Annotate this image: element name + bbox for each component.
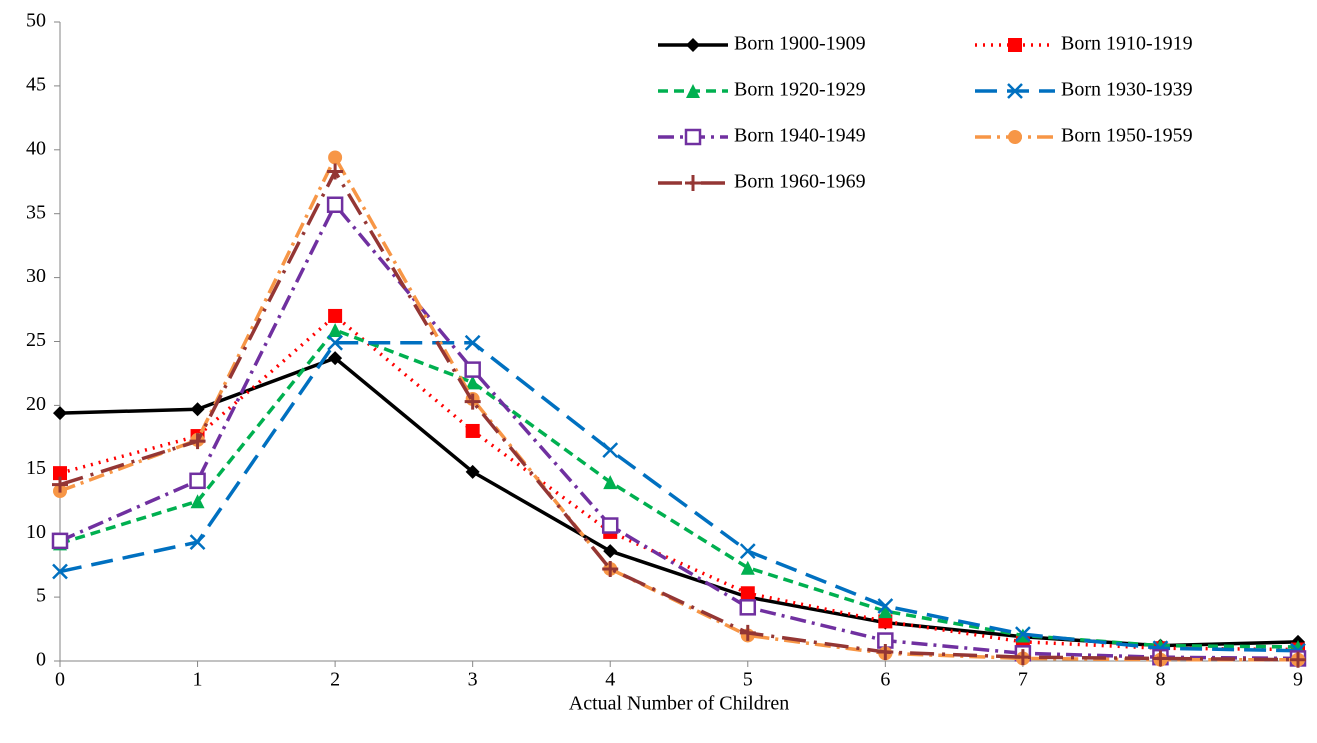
y-tick-label: 35 (26, 201, 46, 223)
legend-item: Born 1930-1939 (975, 79, 1193, 101)
x-tick-label: 8 (1155, 669, 1165, 691)
marker (464, 334, 481, 351)
y-tick-label: 0 (36, 649, 46, 671)
marker (53, 406, 67, 421)
series-line (59, 167, 1299, 662)
marker (464, 361, 481, 378)
series (53, 322, 1305, 654)
legend-label: Born 1960-1969 (734, 171, 866, 193)
legend-marker (684, 128, 702, 146)
series-line (59, 313, 1299, 652)
x-tick-label: 5 (743, 669, 753, 691)
x-axis-title: Actual Number of Children (569, 693, 790, 715)
series-line (59, 201, 1299, 661)
marker (602, 442, 619, 459)
y-tick-label: 5 (36, 585, 46, 607)
series (52, 334, 1306, 659)
marker (52, 563, 68, 580)
series (51, 196, 1307, 667)
y-tick-label: 15 (26, 457, 46, 479)
series (52, 163, 1306, 668)
x-tick-label: 3 (468, 669, 478, 691)
marker (878, 604, 893, 619)
marker (328, 351, 343, 366)
marker (190, 494, 205, 509)
x-tick-label: 6 (880, 669, 890, 691)
series-line (59, 327, 1299, 649)
legend-marker (686, 38, 700, 52)
marker (326, 196, 344, 214)
marker (740, 586, 755, 601)
marker (877, 598, 894, 614)
y-tick-label: 50 (26, 10, 46, 32)
marker (1014, 649, 1031, 666)
series (53, 150, 1305, 667)
legend-item: Born 1900-1909 (658, 33, 866, 55)
y-tick-label: 45 (26, 73, 46, 95)
marker (601, 517, 619, 534)
marker (739, 543, 756, 559)
y-tick-label: 20 (26, 393, 46, 415)
legend-label: Born 1900-1909 (734, 33, 866, 55)
marker (328, 308, 343, 323)
legend-label: Born 1910-1919 (1061, 33, 1193, 55)
legend-marker (686, 84, 700, 98)
x-tick-label: 2 (330, 669, 340, 691)
x-tick-label: 7 (1018, 669, 1028, 691)
legend-label: Born 1930-1939 (1061, 79, 1193, 101)
legend-marker (1007, 83, 1023, 99)
marker (603, 475, 618, 490)
legend-label: Born 1920-1929 (734, 79, 866, 101)
marker (1015, 626, 1031, 643)
y-tick-label: 25 (26, 329, 46, 351)
legend-item: Born 1960-1969 (658, 171, 866, 193)
y-tick-label: 10 (26, 521, 46, 543)
marker (189, 472, 206, 490)
legend-marker (1008, 130, 1022, 144)
marker (327, 334, 343, 351)
marker (464, 393, 481, 410)
marker (1290, 651, 1306, 668)
series (53, 308, 1305, 657)
legend-item: Born 1910-1919 (975, 33, 1193, 55)
marker (603, 544, 618, 559)
legend-item: Born 1940-1949 (658, 125, 866, 147)
x-tick-label: 9 (1293, 669, 1303, 691)
legend-marker (1008, 38, 1022, 52)
marker (328, 150, 343, 165)
legend-marker (685, 175, 701, 191)
marker (465, 375, 480, 390)
legend-item: Born 1920-1929 (658, 79, 866, 101)
series-line (59, 341, 1299, 653)
marker (190, 402, 205, 417)
marker (739, 599, 757, 616)
marker (327, 163, 344, 180)
legend-label: Born 1950-1959 (1061, 125, 1193, 147)
x-tick-label: 0 (55, 669, 65, 691)
marker (1152, 650, 1169, 667)
marker (51, 532, 69, 550)
x-tick-label: 1 (193, 669, 203, 691)
marker (53, 466, 67, 481)
series-line (59, 153, 1298, 662)
marker (465, 464, 480, 479)
marker (602, 560, 619, 577)
x-tick-label: 4 (605, 669, 615, 691)
y-tick-label: 30 (26, 265, 46, 287)
marker (328, 322, 343, 337)
legend-label: Born 1940-1949 (734, 125, 866, 147)
marker (877, 644, 894, 661)
marker (465, 423, 480, 438)
marker (739, 624, 756, 641)
marker (740, 560, 755, 575)
marker (189, 433, 206, 450)
marker (189, 534, 206, 551)
marker (52, 476, 68, 493)
legend-item: Born 1950-1959 (975, 125, 1193, 147)
y-tick-label: 40 (26, 137, 46, 159)
